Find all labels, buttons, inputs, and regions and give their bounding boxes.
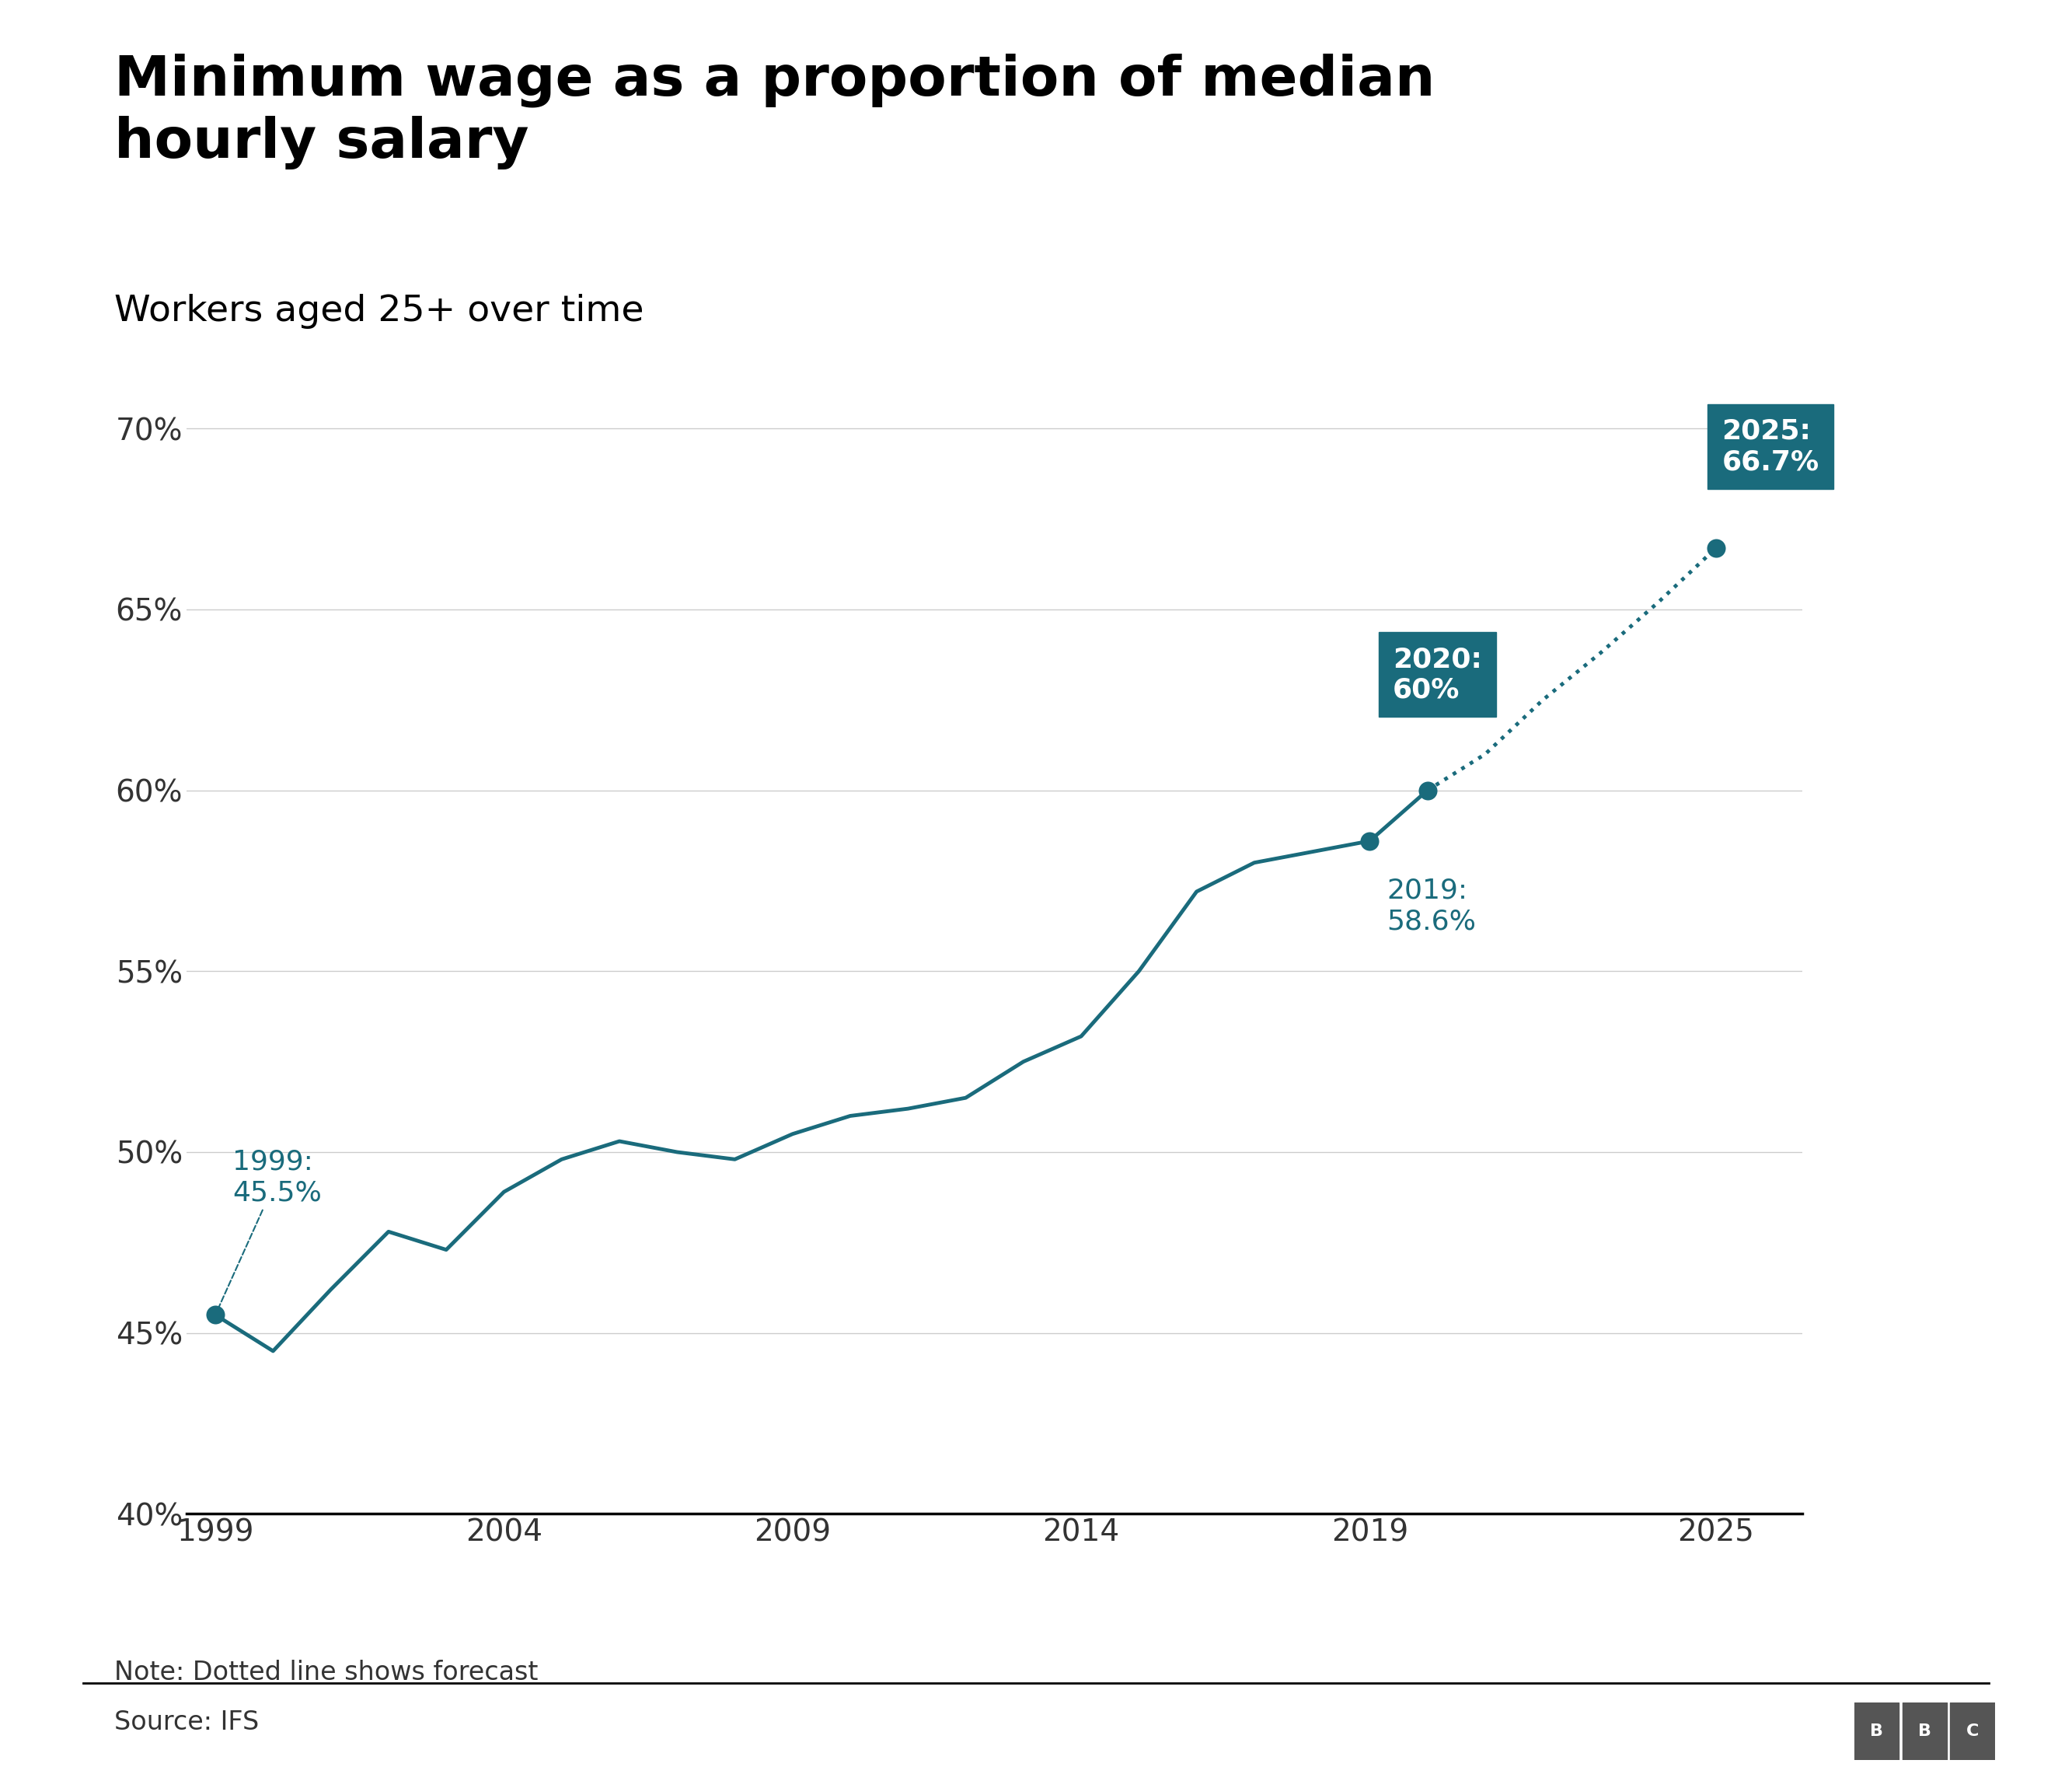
Text: Source: IFS: Source: IFS	[114, 1710, 259, 1735]
Text: Workers aged 25+ over time: Workers aged 25+ over time	[114, 294, 644, 329]
Text: 2019:
58.6%: 2019: 58.6%	[1386, 878, 1477, 935]
Text: B: B	[1871, 1724, 1883, 1738]
Point	[1353, 826, 1386, 855]
FancyBboxPatch shape	[1854, 1703, 1900, 1760]
FancyBboxPatch shape	[1902, 1703, 1948, 1760]
Text: C: C	[1966, 1724, 1979, 1738]
Point	[1699, 534, 1732, 563]
Text: B: B	[1919, 1724, 1931, 1738]
Point	[199, 1300, 232, 1329]
Text: 2025:
66.7%: 2025: 66.7%	[1722, 419, 1819, 476]
Text: Minimum wage as a proportion of median
hourly salary: Minimum wage as a proportion of median h…	[114, 53, 1434, 169]
Text: 1999:
45.5%: 1999: 45.5%	[215, 1149, 321, 1313]
Text: Note: Dotted line shows forecast: Note: Dotted line shows forecast	[114, 1660, 539, 1685]
Text: 2020:
60%: 2020: 60%	[1392, 647, 1481, 703]
Point	[1411, 777, 1444, 805]
FancyBboxPatch shape	[1950, 1703, 1995, 1760]
